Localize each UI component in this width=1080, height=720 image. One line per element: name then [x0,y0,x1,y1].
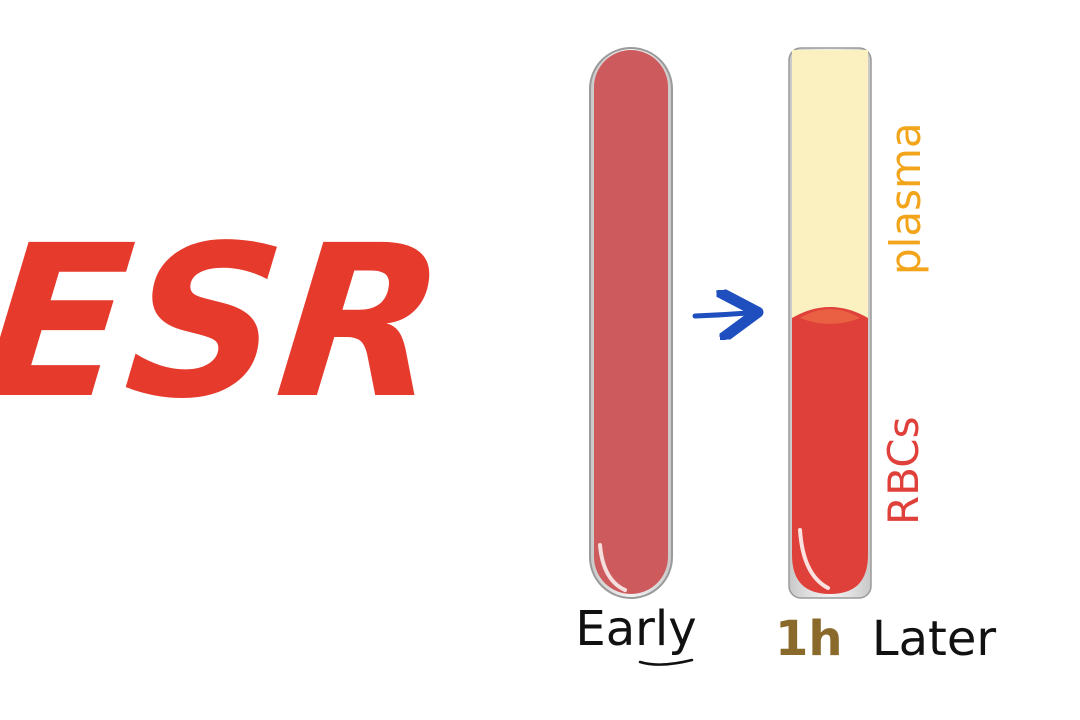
time-label: 1h [775,611,843,667]
diagram-title: ESR [0,201,455,445]
rbc-label: RBCs [879,417,928,525]
later-tube [788,47,872,599]
plasma-label: plasma [881,122,930,275]
early-tube [589,47,673,599]
later-label: 1h Later [775,611,996,667]
whole-blood [594,50,668,594]
later-word: Later [872,611,997,667]
plasma-layer [792,50,868,320]
rbc-layer [792,307,868,594]
early-underline [638,658,694,666]
arrow-icon [692,313,748,316]
early-label: Early [575,601,696,657]
